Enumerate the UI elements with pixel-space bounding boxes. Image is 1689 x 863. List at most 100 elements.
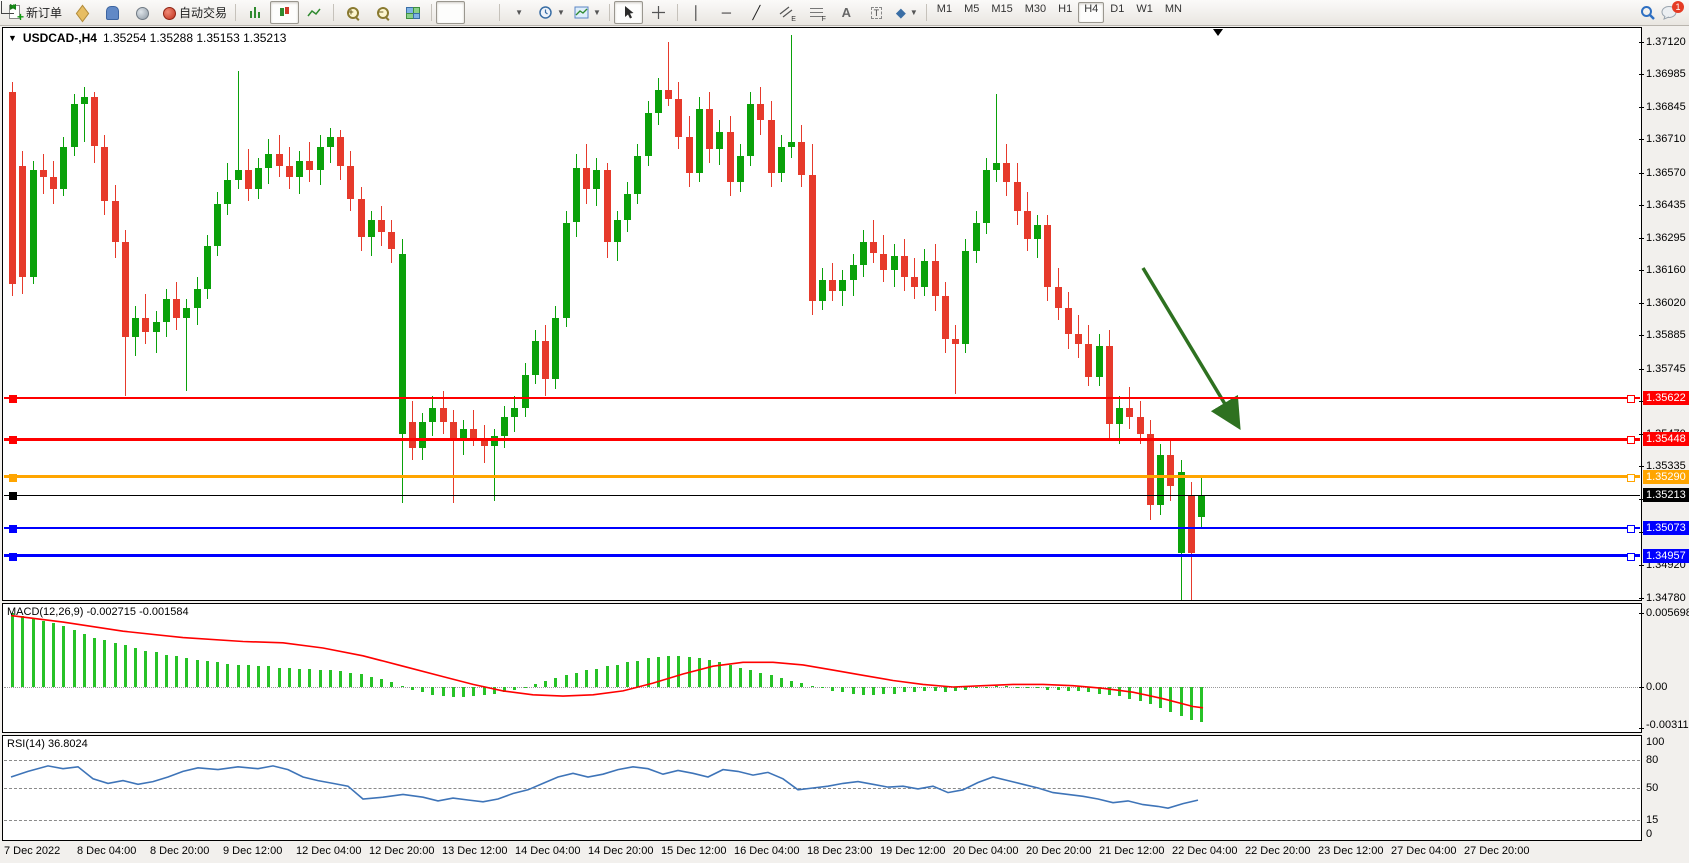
timeframe-button-m5[interactable]: M5 — [964, 3, 980, 15]
candle-body — [1167, 455, 1175, 487]
horizontal-level-line[interactable] — [4, 475, 1640, 479]
vertical-line-button[interactable]: │ — [682, 1, 711, 24]
candle-body — [501, 417, 508, 437]
fibonacci-button[interactable]: F — [802, 1, 831, 24]
arrows-icon: ◆ — [895, 5, 906, 20]
chart-shift-button[interactable]: ◀ — [1, 1, 495, 24]
time-axis-label: 14 Dec 20:00 — [588, 845, 654, 857]
horizontal-level-line[interactable] — [4, 437, 1640, 441]
price-tick — [1639, 564, 1644, 566]
rsi-line — [10, 765, 1199, 810]
cursor-button[interactable] — [613, 1, 643, 24]
macd-bar — [1189, 687, 1193, 720]
macd-bar — [708, 659, 711, 687]
auto-scroll-button[interactable]: ▶ — [1, 1, 466, 24]
horizontal-level-line[interactable] — [4, 494, 1640, 496]
line-handle[interactable] — [9, 436, 17, 445]
candle-body — [890, 255, 898, 271]
timeframe-button-w1[interactable]: W1 — [1136, 3, 1153, 15]
indicators-icon: + — [1, 1, 16, 14]
candle-body — [583, 167, 590, 190]
chart-shift-marker-icon[interactable] — [1213, 29, 1223, 36]
text-button[interactable]: A — [832, 1, 861, 24]
horizontal-level-line[interactable] — [4, 396, 1640, 399]
trendline-button[interactable]: ╱ — [742, 1, 771, 24]
macd-bar — [974, 687, 978, 689]
timeframe-button-d1[interactable]: D1 — [1110, 3, 1125, 15]
line-handle[interactable] — [1627, 552, 1635, 561]
candle-body — [378, 220, 385, 233]
timeframe-button-m15[interactable]: M15 — [991, 3, 1013, 15]
candle-wick — [237, 70, 239, 190]
candle-body — [50, 177, 57, 190]
candle-body — [429, 407, 437, 423]
line-handle[interactable] — [1627, 436, 1635, 445]
line-handle[interactable] — [1627, 394, 1635, 403]
line-handle[interactable] — [9, 525, 17, 534]
tile-windows-button[interactable] — [398, 1, 427, 24]
main-chart-pane[interactable]: ▼ USDCAD-,H4 1.35254 1.35288 1.35153 1.3… — [2, 27, 1689, 604]
timeframe-button-m1[interactable]: M1 — [936, 3, 953, 15]
macd-bar — [103, 640, 107, 687]
line-handle[interactable] — [1627, 473, 1635, 482]
periods-button[interactable]: ▼ — [534, 1, 569, 24]
new-order-label: 新订单 — [26, 6, 63, 20]
macd-bar — [287, 667, 291, 687]
timeframe-button-mn[interactable]: MN — [1164, 3, 1182, 15]
candle-body — [132, 317, 139, 337]
autotrading-button[interactable]: 自动交易 — [157, 1, 231, 24]
bar-chart-button[interactable] — [240, 1, 269, 24]
line-chart-button[interactable] — [300, 1, 329, 24]
rsi-pane[interactable]: RSI(14) 36.8024 100 80 50 15 0 — [2, 735, 1664, 841]
marketwatch-button[interactable] — [67, 1, 96, 24]
horizontal-level-line[interactable] — [4, 554, 1640, 558]
line-handle[interactable] — [9, 552, 17, 561]
new-order-button[interactable]: + 新订单 — [4, 1, 66, 24]
zoom-out-icon: − — [375, 5, 390, 20]
zoom-out-button[interactable]: − — [368, 1, 397, 24]
notifications-icon[interactable]: 1 — [1661, 1, 1684, 20]
timeframe-button-h1[interactable]: H1 — [1058, 3, 1073, 15]
candle-body — [685, 137, 693, 173]
macd-bar — [31, 618, 35, 687]
macd-pane[interactable]: MACD(12,26,9) -0.002715 -0.001584 0.0056… — [2, 603, 1689, 733]
line-handle[interactable] — [9, 492, 17, 501]
horizontal-line-button[interactable]: ─ — [712, 1, 741, 24]
line-handle[interactable] — [1627, 525, 1635, 534]
rsi-label: RSI(14) 36.8024 — [7, 738, 88, 750]
zoom-in-button[interactable]: + — [338, 1, 367, 24]
terminal-button[interactable] — [127, 1, 156, 24]
templates-button[interactable]: ▼ — [570, 1, 605, 24]
chevron-down-icon: ▼ — [592, 8, 601, 17]
time-axis[interactable]: 7 Dec 2022 8 Dec 04:00 8 Dec 20:00 9 Dec 12… — [2, 842, 1642, 863]
search-icon[interactable] — [1640, 5, 1655, 20]
macd-bar — [1036, 687, 1039, 689]
candle-body — [695, 108, 703, 173]
macd-bar — [298, 668, 301, 687]
macd-bar — [492, 687, 496, 694]
notification-badge: 1 — [1672, 1, 1684, 13]
timeframe-button-h4[interactable]: H4 — [1078, 2, 1105, 23]
text-label-button[interactable]: T — [862, 1, 891, 24]
channel-button[interactable]: E — [772, 1, 801, 24]
candle-body — [1085, 343, 1093, 378]
candlestick-chart-button[interactable] — [270, 1, 300, 24]
macd-signal-line — [10, 614, 1204, 709]
macd-bar — [451, 687, 455, 698]
candle-body — [183, 308, 191, 318]
line-handle[interactable] — [9, 394, 17, 403]
timeframe-button-m30[interactable]: M30 — [1024, 3, 1047, 15]
candle-wick — [955, 324, 956, 394]
candle-body — [1116, 407, 1123, 425]
price-tick — [1639, 531, 1644, 533]
chart-dropdown-icon[interactable]: ▼ — [8, 33, 17, 43]
indicators-button[interactable]: + ▼ — [1, 1, 533, 24]
horizontal-level-line[interactable] — [4, 527, 1640, 530]
arrows-button[interactable]: ◆ ▼ — [892, 1, 922, 24]
line-handle[interactable] — [9, 473, 17, 482]
macd-bar — [349, 672, 353, 687]
candle-body — [736, 156, 744, 183]
crosshair-button[interactable] — [644, 1, 673, 24]
macd-bar — [595, 668, 599, 687]
navigator-button[interactable] — [97, 1, 126, 24]
